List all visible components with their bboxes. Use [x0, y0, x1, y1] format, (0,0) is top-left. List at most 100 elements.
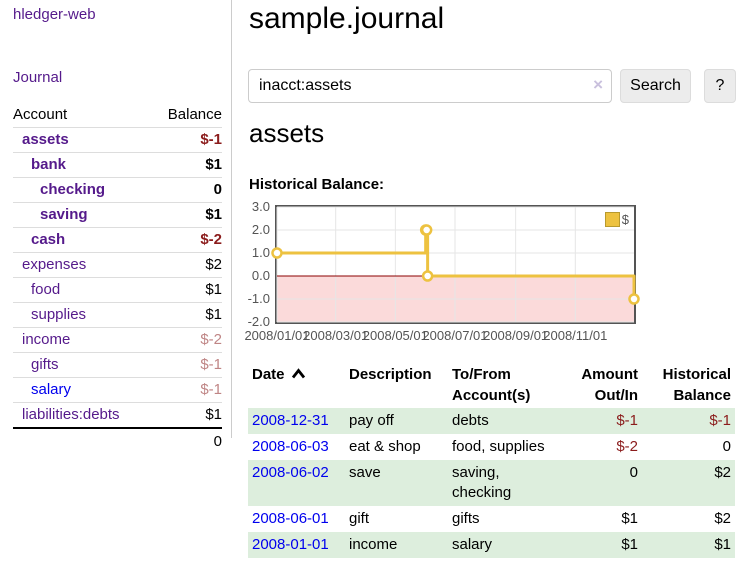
- account-balance: $1: [205, 281, 222, 298]
- chart-title: Historical Balance:: [249, 176, 385, 193]
- account-balance: $-1: [200, 356, 222, 373]
- transaction-balance: $2: [714, 464, 731, 481]
- transaction-accounts: gifts: [452, 510, 480, 527]
- account-link[interactable]: checking: [40, 181, 106, 198]
- transaction-date-link[interactable]: 2008-12-31: [252, 412, 329, 429]
- transaction-date-link[interactable]: 2008-06-02: [252, 464, 329, 481]
- transaction-row: 2008-01-01 income salary $1 $1: [248, 532, 735, 558]
- register-rows: 2008-12-31 pay off debts $-1 $-1 2008-06-03 ea…: [248, 408, 735, 558]
- transaction-row: 2008-06-01 gift gifts $1 $2: [248, 506, 735, 532]
- account-link[interactable]: cash: [31, 231, 66, 248]
- account-heading: assets: [249, 118, 325, 148]
- account-balance: $2: [205, 256, 222, 273]
- accounts-tree-table: Account Balance assets $-1 bank $1 checking 0…: [13, 103, 222, 453]
- transaction-description: gift: [349, 510, 370, 527]
- help-button[interactable]: ?: [704, 69, 736, 103]
- account-balance: $-2: [200, 331, 222, 348]
- accounts-table-header: Account Balance: [13, 103, 222, 127]
- transaction-balance: $-1: [709, 412, 731, 429]
- search-box: ×: [248, 69, 612, 103]
- transaction-date-cell: 2008-06-03: [248, 434, 345, 460]
- transaction-balance: $1: [714, 536, 731, 553]
- account-balance: $-2: [200, 231, 222, 248]
- account-link[interactable]: bank: [31, 156, 67, 173]
- account-row: bank $1: [13, 152, 222, 177]
- transaction-balance: $2: [714, 510, 731, 527]
- chart-legend: $: [604, 212, 629, 227]
- register-header-description: Description: [349, 366, 432, 383]
- account-balance: $1: [205, 406, 222, 423]
- x-axis-tick-label: 2008/01/01: [244, 328, 310, 343]
- register-table-header: Date Description To/From Account(s) Amou…: [248, 362, 735, 408]
- account-row: supplies $1: [13, 302, 222, 327]
- account-link[interactable]: liabilities:debts: [22, 406, 120, 423]
- transaction-accounts: debts: [452, 412, 489, 429]
- transaction-date-link[interactable]: 2008-06-01: [252, 510, 329, 527]
- y-axis-tick-label: 1.0: [251, 245, 270, 260]
- transaction-amount: 0: [629, 464, 638, 481]
- accounts-total-value: 0: [213, 433, 222, 450]
- transaction-date-link[interactable]: 2008-01-01: [252, 536, 329, 553]
- transaction-date-link[interactable]: 2008-06-03: [252, 438, 329, 455]
- register-header-balance: Historical Balance: [662, 366, 731, 404]
- transaction-row: 2008-06-02 save saving, checking 0 $2: [248, 460, 735, 506]
- account-link[interactable]: saving: [40, 206, 88, 223]
- register-header-accounts: To/From Account(s): [452, 366, 531, 404]
- page-title: sample.journal: [249, 2, 445, 35]
- account-link[interactable]: supplies: [31, 306, 87, 323]
- accounts-header-balance: Balance: [167, 106, 222, 123]
- transaction-accounts: salary: [452, 536, 493, 553]
- app-brand-link[interactable]: hledger-web: [13, 6, 96, 23]
- account-link[interactable]: income: [22, 331, 71, 348]
- x-axis-tick-label: 2008/09/01: [483, 328, 549, 343]
- search-button[interactable]: Search: [620, 69, 691, 103]
- transaction-description: pay off: [349, 412, 394, 429]
- transaction-date-cell: 2008-12-31: [248, 408, 345, 434]
- accounts-rows: assets $-1 bank $1 checking 0 saving $1 cash $-2 e…: [13, 127, 222, 427]
- x-axis-tick-label: 2008/11/01: [543, 328, 608, 343]
- account-row: gifts $-1: [13, 352, 222, 377]
- register-header-date-label: Date: [252, 366, 285, 383]
- register-header-date[interactable]: Date: [248, 362, 345, 408]
- account-balance: $1: [205, 306, 222, 323]
- account-row: liabilities:debts $1: [13, 402, 222, 427]
- transaction-description: eat & shop: [349, 438, 421, 455]
- y-axis-tick-label: -2.0: [247, 314, 270, 329]
- y-axis-tick-label: 0.0: [251, 268, 270, 283]
- sidebar-item-journal[interactable]: Journal: [13, 69, 63, 86]
- transaction-amount: $-2: [616, 438, 638, 455]
- account-link[interactable]: expenses: [22, 256, 87, 273]
- transaction-date-cell: 2008-06-02: [248, 460, 345, 506]
- accounts-total-row: 0: [13, 427, 222, 453]
- transaction-row: 2008-06-03 eat & shop food, supplies $-2 0: [248, 434, 735, 460]
- transaction-amount: $1: [621, 510, 638, 527]
- account-balance: 0: [213, 181, 222, 198]
- clear-search-icon[interactable]: ×: [593, 75, 603, 94]
- account-link[interactable]: gifts: [31, 356, 59, 373]
- account-link[interactable]: salary: [31, 381, 72, 398]
- account-row: checking 0: [13, 177, 222, 202]
- account-link[interactable]: assets: [22, 131, 69, 148]
- search-input[interactable]: [248, 69, 612, 103]
- transaction-date-cell: 2008-01-01: [248, 532, 345, 558]
- account-balance: $-1: [200, 131, 222, 148]
- register-table: Date Description To/From Account(s) Amou…: [248, 362, 735, 558]
- x-axis-tick-label: 2008/05/01: [362, 328, 428, 343]
- account-balance: $1: [205, 206, 222, 223]
- transaction-row: 2008-12-31 pay off debts $-1 $-1: [248, 408, 735, 434]
- x-axis-tick-label: 2008/03/01: [303, 328, 369, 343]
- account-row: assets $-1: [13, 127, 222, 152]
- sort-ascending-icon: [291, 368, 305, 379]
- balance-chart: $: [271, 205, 640, 324]
- sidebar: hledger-web Journal Account Balance asse…: [0, 0, 232, 450]
- account-balance: $-1: [200, 381, 222, 398]
- transaction-description: income: [349, 536, 398, 553]
- accounts-header-account: Account: [13, 106, 68, 123]
- account-link[interactable]: food: [31, 281, 61, 298]
- legend-label: $: [621, 212, 629, 227]
- balance-chart-plot: [271, 206, 640, 323]
- account-balance: $1: [205, 156, 222, 173]
- y-axis-tick-label: 2.0: [251, 222, 270, 237]
- account-row: expenses $2: [13, 252, 222, 277]
